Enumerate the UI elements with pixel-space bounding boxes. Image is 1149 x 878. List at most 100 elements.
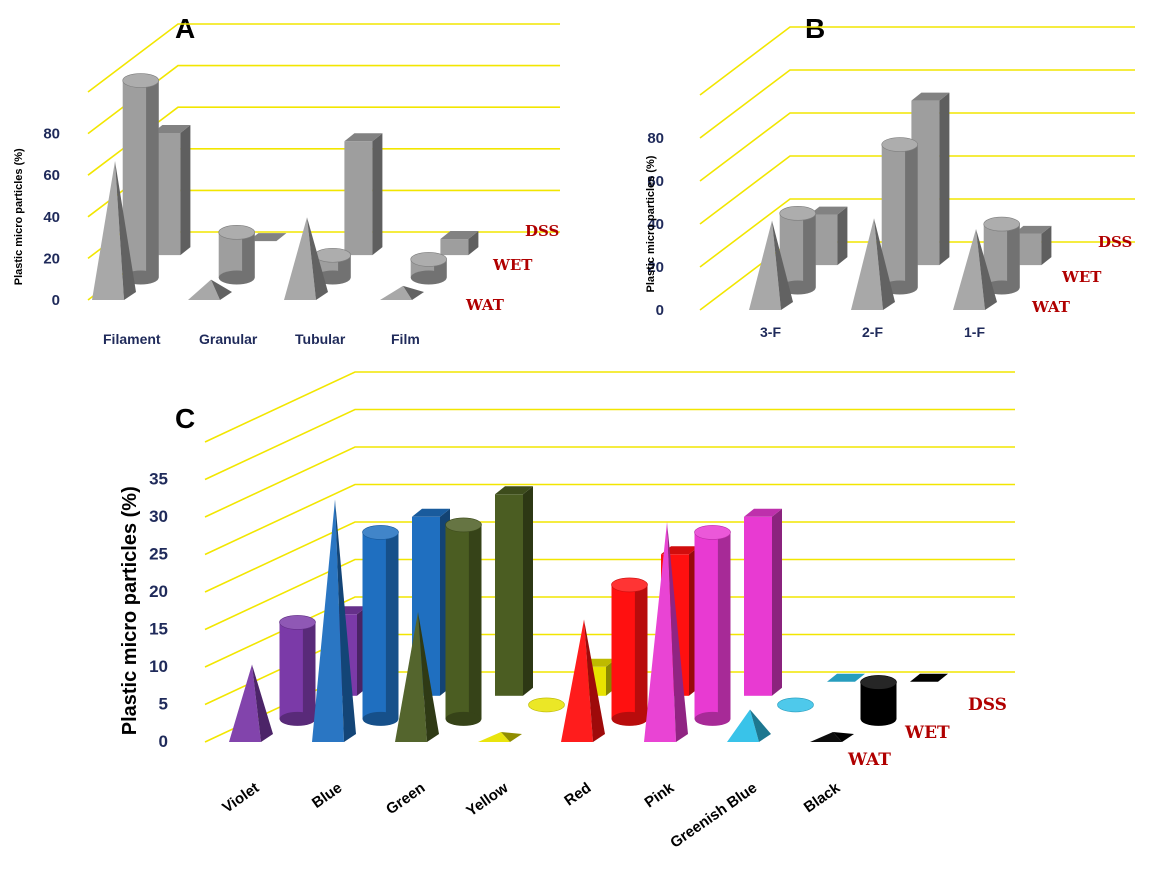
series-wat <box>749 218 997 310</box>
cylinder-bottom <box>445 711 482 726</box>
gridline <box>699 69 1135 139</box>
y-axis-label: Plastic micro particles (%) <box>13 148 25 285</box>
pyramid-front <box>92 161 124 300</box>
category-label: Green <box>383 779 428 818</box>
pyramid-side <box>667 522 688 742</box>
gridline <box>87 64 560 135</box>
gridline <box>204 408 1015 481</box>
category-label: 3-F <box>760 324 781 340</box>
bar-yellow-wat <box>478 732 522 742</box>
cylinder-shadow <box>242 232 255 278</box>
pyramid-side <box>211 279 232 300</box>
category-label: 1-F <box>964 324 985 340</box>
pyramid-side <box>750 709 771 742</box>
series-wet <box>122 73 448 285</box>
series-label-dss: DSS <box>968 695 1007 715</box>
pyramid-front <box>851 218 883 310</box>
box-side <box>1041 225 1052 266</box>
gridline <box>204 596 1015 668</box>
pyramid-front <box>953 229 985 310</box>
chart-panel-a: A 0 20 40 60 80 Plastic micro particles (%) Fil… <box>13 13 560 347</box>
bar-pink-wat <box>644 522 688 742</box>
category-label: Yellow <box>463 779 511 820</box>
bar-2-f-wat <box>851 218 895 310</box>
box-top <box>910 673 948 682</box>
bar-yellow-wet <box>528 697 565 713</box>
box-top <box>412 508 450 517</box>
bar-film-dss <box>440 231 479 256</box>
cylinder-shadow <box>385 532 399 719</box>
series-label-wet: WET <box>1061 268 1102 286</box>
bar-granular-wet <box>218 225 255 285</box>
bar-greenish-blue-dss <box>827 673 865 682</box>
y-tick-label: 5 <box>159 695 168 714</box>
series-dss <box>152 124 479 256</box>
box-top <box>911 92 950 101</box>
y-tick-label: 40 <box>647 216 664 233</box>
panel-label: A <box>175 13 195 44</box>
series-wat <box>229 499 854 742</box>
bar-3-f-dss <box>809 206 848 266</box>
pyramid-side <box>335 499 356 742</box>
box-side <box>772 508 782 696</box>
box-top <box>827 673 865 682</box>
cylinder-shadow <box>634 584 648 719</box>
series-label-wat: WAT <box>465 296 505 314</box>
category-label: Pink <box>642 779 678 811</box>
y-tick-label: 60 <box>43 167 60 184</box>
cylinder-top <box>777 697 814 713</box>
box-top <box>661 546 699 555</box>
pyramid-front <box>188 279 220 300</box>
y-tick-label: 0 <box>656 302 664 319</box>
y-tick-label: 60 <box>647 173 664 190</box>
pyramid-front <box>810 732 842 742</box>
pyramid-side <box>403 285 424 300</box>
box-top <box>248 233 287 242</box>
bar-green-dss <box>495 486 533 696</box>
bar-film-wet <box>410 252 448 285</box>
series-label-wat: WAT <box>847 750 891 770</box>
pyramid-front <box>478 732 510 742</box>
bar-3-f-wat <box>749 220 793 310</box>
box-side <box>523 486 533 696</box>
cylinder-top <box>122 73 159 88</box>
pyramid-front <box>229 664 261 742</box>
pyramid-side <box>976 229 997 310</box>
chart-panel-c: C 0 5 10 15 20 25 30 35 Plastic micro particles (… <box>119 371 1015 852</box>
cylinder-top <box>881 137 919 152</box>
cylinder-bottom <box>279 711 316 726</box>
category-label: Tubular <box>295 331 346 347</box>
category-label: Filament <box>103 331 161 347</box>
cylinder-top <box>694 525 731 540</box>
y-tick-label: 15 <box>149 620 168 639</box>
bar-pink-wet <box>694 525 731 726</box>
series-label-wet: WET <box>492 256 533 274</box>
pyramid-front <box>561 619 593 742</box>
pyramid-side <box>115 161 136 300</box>
y-tick-label: 40 <box>43 209 60 226</box>
cylinder-bottom <box>362 711 399 726</box>
gridline <box>87 106 560 176</box>
chart-panel-b: B 0 20 40 60 80 Plastic micro particles (%) 3-F… <box>645 13 1135 340</box>
bar-1-f-wat <box>953 229 997 310</box>
box-top <box>152 124 191 133</box>
box-side <box>837 206 848 266</box>
cylinder-top <box>410 252 448 267</box>
box-top <box>440 231 479 240</box>
category-label: Violet <box>219 779 262 816</box>
box-side <box>939 92 950 266</box>
gridline <box>699 155 1135 225</box>
series-label-wat: WAT <box>1031 298 1071 316</box>
category-label: Black <box>801 779 844 816</box>
gridline <box>204 521 1015 593</box>
bar-red-wat <box>561 619 605 742</box>
cylinder-top <box>983 216 1021 232</box>
cylinder-shadow <box>883 682 897 719</box>
bar-tubular-wet <box>314 247 352 285</box>
y-axis-label: Plastic micro particles (%) <box>119 486 141 735</box>
cylinder-shadow <box>905 144 918 288</box>
box-top <box>1013 225 1052 234</box>
gridline <box>204 558 1015 631</box>
y-tick-label: 30 <box>149 507 168 526</box>
